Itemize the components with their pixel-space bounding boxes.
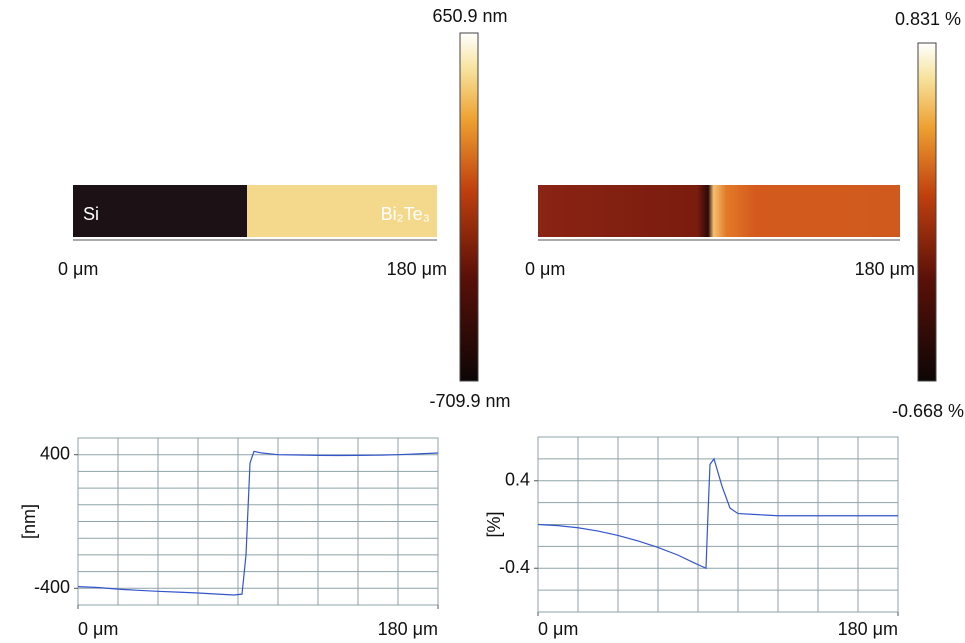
figure: Si Bi₂Te₃ 0 μm 180 μm 650.9 nm -709.9 nm… <box>0 0 965 643</box>
scale-start: 0 μm <box>58 259 98 279</box>
scale-end: 180 μm <box>387 259 447 279</box>
x-tick-label: 180 μm <box>378 619 438 639</box>
x-tick-label: 0 μm <box>78 619 118 639</box>
si-region <box>73 185 247 237</box>
y-tick-label: -400 <box>34 577 70 597</box>
profile-line <box>538 459 898 568</box>
colorbar-max: 650.9 nm <box>432 6 507 26</box>
y-axis-label: [nm] <box>19 504 39 539</box>
y-tick-label: 400 <box>40 443 70 463</box>
y-tick-label: 0.4 <box>505 470 530 490</box>
x-tick-label: 0 μm <box>538 619 578 639</box>
scale-start: 0 μm <box>525 259 565 279</box>
colorbar-max: 0.831 % <box>895 9 961 29</box>
colorbar-min: -0.668 % <box>892 401 964 421</box>
strain-map <box>538 185 900 237</box>
profile-line <box>78 451 438 595</box>
scale-end: 180 μm <box>855 259 915 279</box>
colorbar <box>460 33 478 381</box>
image-label: Bi₂Te₃ <box>381 204 430 224</box>
colorbar-min: -709.9 nm <box>429 391 510 411</box>
x-tick-label: 180 μm <box>838 619 898 639</box>
image-label: Si <box>83 204 99 224</box>
colorbar <box>918 43 936 381</box>
y-axis-label: [%] <box>484 511 504 537</box>
y-tick-label: -0.4 <box>499 557 530 577</box>
